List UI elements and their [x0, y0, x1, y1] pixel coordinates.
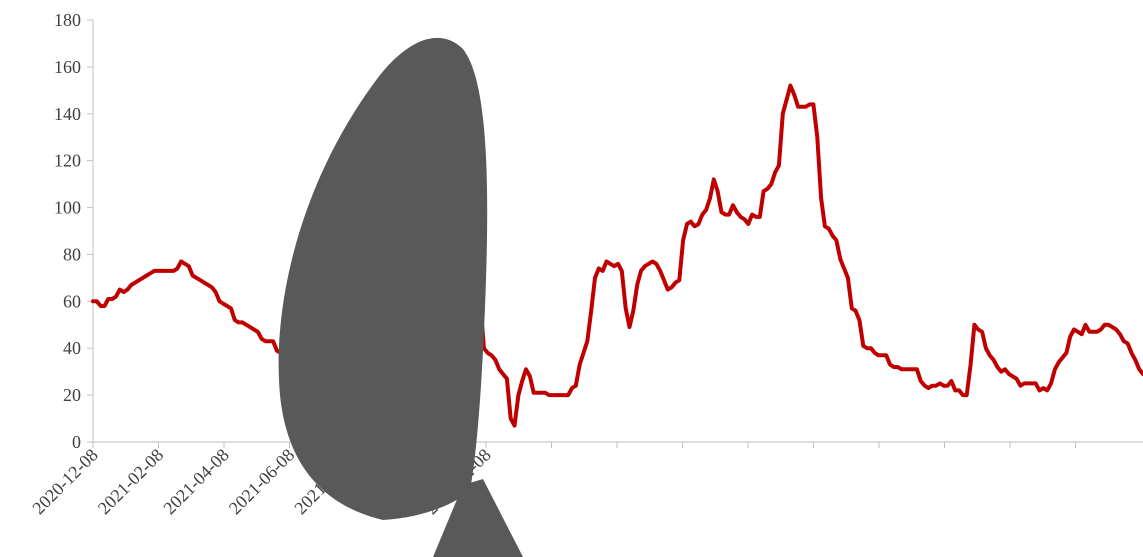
- x-tick-label: 2021-02-08: [94, 445, 168, 519]
- y-tick-label: 140: [54, 104, 81, 124]
- y-tick-label: 120: [54, 151, 81, 171]
- y-tick-label: 180: [54, 10, 81, 30]
- x-tick-label: 2021-06-08: [225, 445, 299, 519]
- x-tick-label: 2021-04-08: [159, 445, 233, 519]
- y-tick-label: 0: [72, 432, 81, 452]
- occluding-blob: [278, 37, 488, 520]
- y-tick-label: 40: [63, 338, 81, 358]
- y-tick-label: 60: [63, 291, 81, 311]
- occluding-wedge: [433, 479, 523, 557]
- x-axis: 2020-12-082021-02-082021-04-082021-06-08…: [28, 441, 1143, 519]
- y-tick-label: 100: [54, 198, 81, 218]
- y-axis: 0 20 40 60 80 100 120 140 160 180: [54, 10, 94, 452]
- y-tick-label: 160: [54, 57, 81, 77]
- y-tick-label: 20: [63, 385, 81, 405]
- y-tick-label: 80: [63, 244, 81, 264]
- occluding-shape: [278, 37, 523, 557]
- x-tick-label: 2020-12-08: [28, 445, 102, 519]
- series-line: [91, 83, 1143, 428]
- series-group: [91, 83, 1143, 428]
